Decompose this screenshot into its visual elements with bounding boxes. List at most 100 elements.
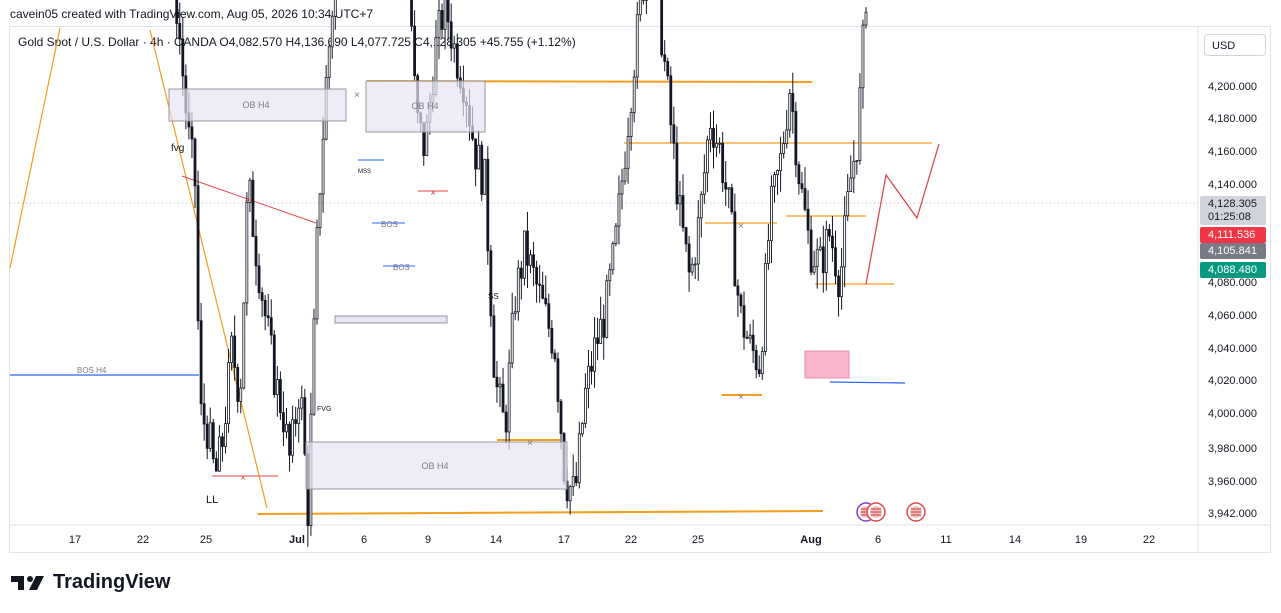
- chart-frame[interactable]: [9, 26, 1271, 553]
- annotation-label: fvg: [171, 143, 184, 154]
- candle-body: [504, 411, 508, 433]
- price-tag-countdown: 01:25:08: [1208, 211, 1251, 223]
- candle-body: [300, 397, 304, 409]
- candle: [852, 140, 856, 194]
- candle-body: [236, 367, 240, 402]
- candle-body: [669, 75, 673, 126]
- tradingview-logo[interactable]: TradingView: [11, 571, 170, 594]
- candle-body: [605, 280, 609, 338]
- candle-body: [544, 297, 548, 305]
- candle-body: [617, 193, 621, 227]
- candle: [245, 192, 249, 316]
- candle-body: [718, 142, 721, 145]
- candle: [620, 168, 624, 210]
- candle-body: [178, 23, 182, 40]
- candle: [574, 461, 578, 487]
- candle-body: [788, 93, 792, 131]
- candle: [800, 171, 804, 193]
- candle: [556, 352, 560, 413]
- price-tag-text: 4,105.841: [1208, 245, 1257, 257]
- candle: [519, 260, 523, 300]
- candle: [742, 291, 746, 350]
- candle-body: [861, 24, 865, 89]
- candle-body: [706, 139, 709, 174]
- candle: [297, 399, 301, 443]
- candle-body: [245, 202, 249, 304]
- candle-body: [315, 227, 319, 320]
- price-tag-bg: [1200, 262, 1266, 278]
- candle-body: [285, 423, 288, 433]
- candle: [523, 230, 526, 286]
- candle-body: [510, 312, 514, 364]
- candle-body: [849, 177, 853, 193]
- candle-body: [272, 334, 276, 395]
- time-tick: Aug: [800, 534, 821, 546]
- price-tick: 4,180.000: [1208, 113, 1257, 125]
- price-tag-text: 4,111.536: [1208, 229, 1255, 241]
- candle: [584, 373, 587, 428]
- price-tick: 3,980.000: [1208, 443, 1257, 455]
- candle-body: [809, 229, 813, 273]
- candle-body: [638, 0, 642, 16]
- candle: [733, 193, 737, 287]
- candle: [635, 1, 639, 89]
- candle-body: [730, 187, 734, 213]
- candle: [449, 3, 453, 62]
- x-marker: ×: [240, 473, 246, 484]
- candle-body: [712, 127, 715, 148]
- candle: [739, 292, 743, 314]
- candle: [327, 43, 331, 89]
- candle-body: [800, 183, 804, 190]
- candle-body: [690, 263, 694, 273]
- candle-body: [269, 317, 273, 336]
- candle: [812, 250, 816, 275]
- candle-body: [211, 422, 215, 459]
- candle: [315, 219, 319, 325]
- candle-body: [806, 208, 810, 231]
- candle: [614, 223, 618, 247]
- candle-body: [233, 335, 237, 368]
- candle-body: [181, 38, 185, 77]
- candle-body: [513, 311, 517, 314]
- ob-box: [365, 80, 486, 133]
- candle: [803, 167, 807, 212]
- candle: [641, 0, 645, 5]
- candle: [544, 275, 548, 307]
- candle-body: [632, 76, 636, 113]
- candle-body: [437, 10, 441, 39]
- candle: [858, 73, 862, 165]
- candle-body: [303, 397, 307, 455]
- price-tick: 4,040.000: [1208, 343, 1257, 355]
- candle-body: [196, 185, 200, 322]
- candle-body: [227, 362, 230, 425]
- candle-body: [248, 179, 252, 204]
- event-flag-icon[interactable]: [906, 502, 926, 522]
- candle: [727, 187, 731, 209]
- candle: [809, 216, 813, 276]
- symbol-name[interactable]: Gold Spot / U.S. Dollar · 4h · OANDA: [18, 35, 217, 49]
- candle-body: [852, 161, 856, 179]
- price-tag-gray: 4,105.841: [1200, 243, 1266, 259]
- annotation-label: OB H4: [421, 461, 448, 471]
- price-tick: 4,080.000: [1208, 277, 1257, 289]
- time-tick: 9: [425, 534, 431, 546]
- annotation-label: SS: [488, 292, 499, 301]
- candle-body: [483, 158, 487, 195]
- candle: [477, 130, 481, 170]
- candle: [724, 160, 728, 206]
- candle: [193, 137, 197, 209]
- candle-body: [193, 138, 197, 187]
- candle: [303, 388, 307, 456]
- candle-body: [574, 476, 578, 484]
- candle-body: [251, 179, 255, 237]
- event-flag-icon[interactable]: [866, 502, 886, 522]
- candle-body: [230, 335, 234, 363]
- candle: [285, 408, 288, 439]
- candle: [788, 88, 792, 138]
- candle-body: [535, 267, 538, 285]
- candle: [736, 279, 740, 317]
- candle-body: [282, 412, 285, 433]
- candle-body: [678, 195, 682, 205]
- currency-button[interactable]: USD: [1204, 34, 1266, 56]
